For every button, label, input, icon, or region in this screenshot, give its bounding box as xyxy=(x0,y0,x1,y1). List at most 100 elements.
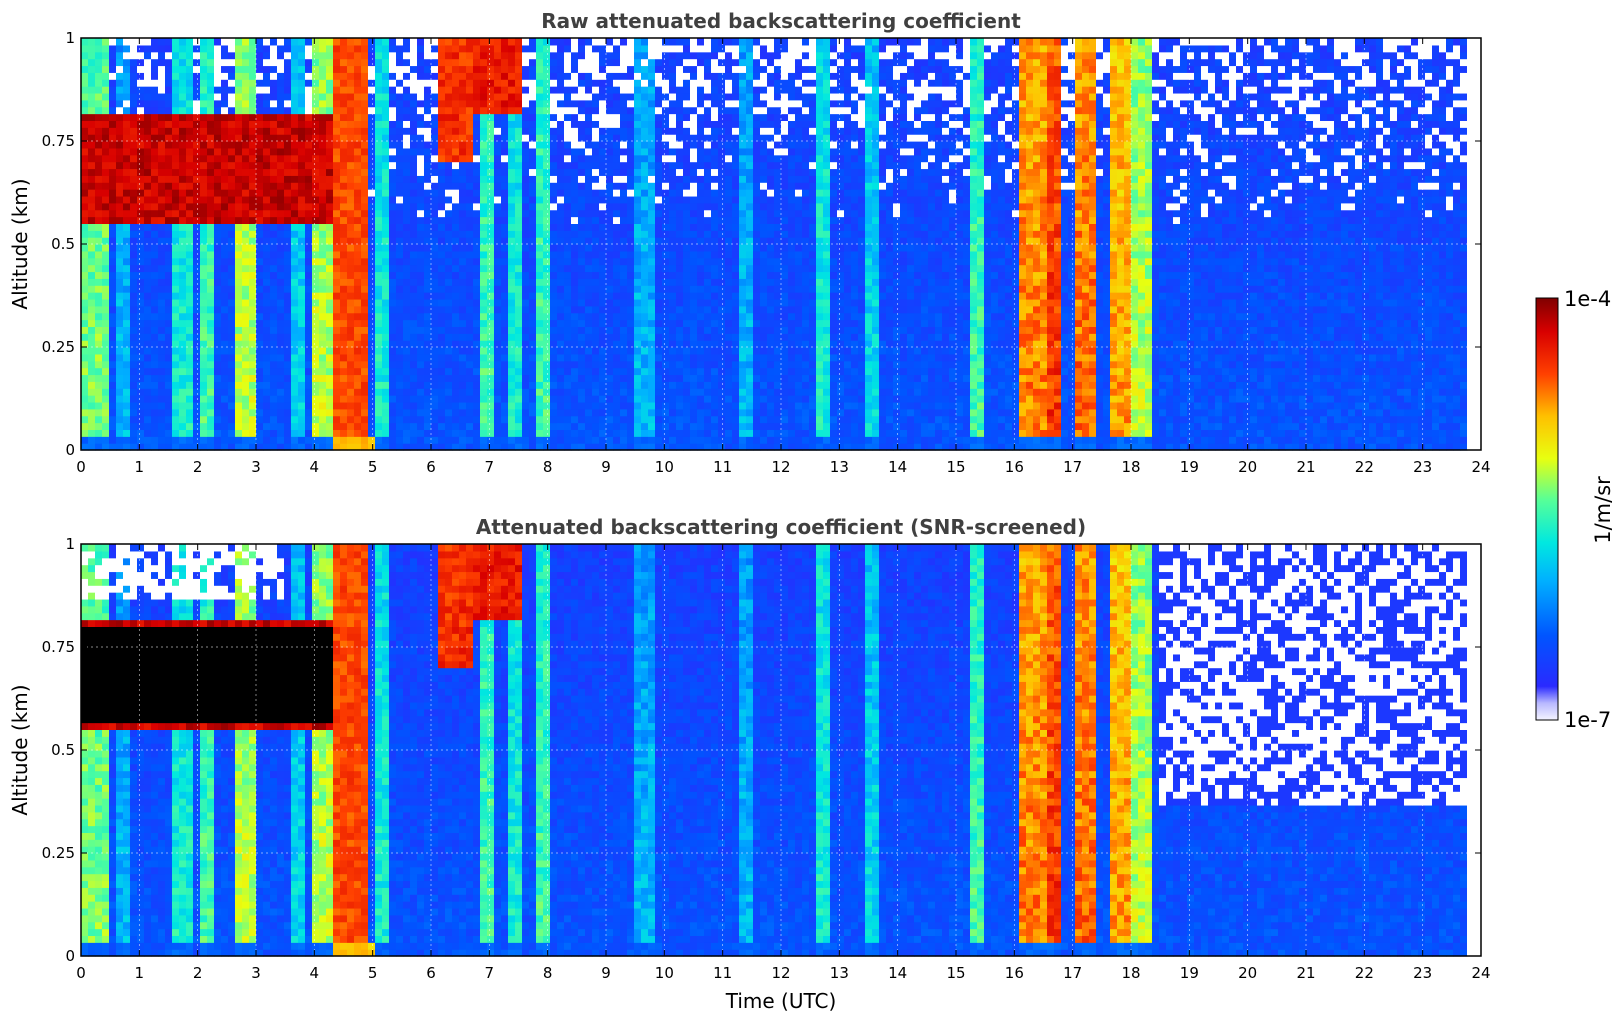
heatmap-cell xyxy=(410,353,418,362)
heatmap-cell xyxy=(438,436,446,444)
heatmap-cell xyxy=(452,120,460,128)
heatmap-cell xyxy=(284,237,292,245)
heatmap-cell xyxy=(494,408,502,417)
heatmap-cell xyxy=(592,154,600,163)
heatmap-cell xyxy=(529,388,537,396)
heatmap-cell xyxy=(424,374,432,382)
heatmap-cell xyxy=(88,79,96,87)
heatmap-cell xyxy=(109,388,117,396)
heatmap-cell xyxy=(375,209,383,218)
heatmap-cell xyxy=(284,374,292,382)
heatmap-cell xyxy=(494,326,502,334)
heatmap-cell xyxy=(424,106,432,115)
heatmap-cell xyxy=(102,298,110,307)
heatmap-cell xyxy=(396,333,404,341)
heatmap-cell xyxy=(347,161,355,170)
heatmap-cell xyxy=(648,58,656,67)
heatmap-cell xyxy=(361,38,369,46)
heatmap-cell xyxy=(116,92,124,101)
heatmap-cell xyxy=(543,106,551,115)
heatmap-cell xyxy=(445,264,453,273)
heatmap-cell xyxy=(95,326,103,334)
heatmap-cell xyxy=(347,271,355,279)
heatmap-cell xyxy=(410,99,418,108)
heatmap-cell xyxy=(326,353,334,362)
heatmap-cell xyxy=(270,436,278,444)
heatmap-cell xyxy=(291,127,299,135)
heatmap-cell xyxy=(368,292,376,300)
heatmap-cell xyxy=(158,51,166,60)
heatmap-cell xyxy=(88,443,96,451)
heatmap-cell xyxy=(186,292,194,300)
heatmap-cell xyxy=(312,127,320,135)
heatmap-cell xyxy=(431,429,439,437)
heatmap-cell xyxy=(550,353,558,362)
heatmap-cell xyxy=(529,106,537,115)
heatmap-cell xyxy=(522,312,530,321)
heatmap-cell xyxy=(487,168,495,176)
heatmap-cell xyxy=(634,230,642,238)
heatmap-cell xyxy=(494,141,502,149)
heatmap-cell xyxy=(88,401,96,410)
heatmap-cell xyxy=(291,347,299,355)
heatmap-cell xyxy=(592,92,600,101)
heatmap-cell xyxy=(543,353,551,362)
heatmap-cell xyxy=(606,154,614,163)
heatmap-cell xyxy=(494,340,502,348)
heatmap-cell xyxy=(571,134,579,142)
heatmap-cell xyxy=(193,340,201,348)
heatmap-cell xyxy=(459,209,467,218)
heatmap-cell xyxy=(641,319,649,327)
heatmap-cell xyxy=(585,44,593,53)
heatmap-cell xyxy=(438,264,446,273)
heatmap-cell xyxy=(88,333,96,341)
heatmap-cell xyxy=(438,141,446,149)
heatmap-cell xyxy=(508,415,516,424)
heatmap-cell xyxy=(648,230,656,238)
heatmap-cell xyxy=(130,374,138,382)
heatmap-cell xyxy=(284,51,292,60)
heatmap-cell xyxy=(627,395,635,403)
heatmap-cell xyxy=(487,292,495,300)
heatmap-cell xyxy=(165,154,173,163)
heatmap-cell xyxy=(648,292,656,300)
heatmap-cell xyxy=(214,353,222,362)
heatmap-cell xyxy=(466,298,474,307)
heatmap-cell xyxy=(627,381,635,389)
heatmap-cell xyxy=(557,106,565,115)
heatmap-cell xyxy=(256,223,264,231)
heatmap-cell xyxy=(438,209,446,218)
heatmap-cell xyxy=(361,120,369,128)
heatmap-cell xyxy=(116,360,124,369)
heatmap-cell xyxy=(235,195,243,204)
heatmap-cell xyxy=(438,271,446,279)
heatmap-cell xyxy=(431,298,439,307)
heatmap-cell xyxy=(270,99,278,108)
heatmap-cell xyxy=(284,189,292,197)
heatmap-cell xyxy=(228,216,236,224)
heatmap-cell xyxy=(431,127,439,135)
heatmap-cell xyxy=(130,51,138,60)
heatmap-cell xyxy=(648,175,656,183)
heatmap-cell xyxy=(95,244,103,252)
heatmap-cell xyxy=(130,422,138,430)
heatmap-cell xyxy=(235,347,243,355)
heatmap-cell xyxy=(606,99,614,108)
heatmap-cell xyxy=(347,264,355,273)
heatmap-cell xyxy=(508,58,516,67)
heatmap-cell xyxy=(536,51,544,60)
heatmap-cell xyxy=(137,120,145,128)
heatmap-cell xyxy=(284,443,292,451)
heatmap-cell xyxy=(263,374,271,382)
heatmap-cell xyxy=(606,429,614,437)
heatmap-cell xyxy=(480,44,488,53)
heatmap-cell xyxy=(501,443,509,451)
heatmap-cell xyxy=(319,120,327,128)
heatmap-cell xyxy=(179,141,187,149)
heatmap-cell xyxy=(410,312,418,321)
heatmap-cell xyxy=(543,333,551,341)
heatmap-cell xyxy=(578,436,586,444)
heatmap-cell xyxy=(613,230,621,238)
heatmap-cell xyxy=(599,141,607,149)
heatmap-cell xyxy=(480,388,488,396)
